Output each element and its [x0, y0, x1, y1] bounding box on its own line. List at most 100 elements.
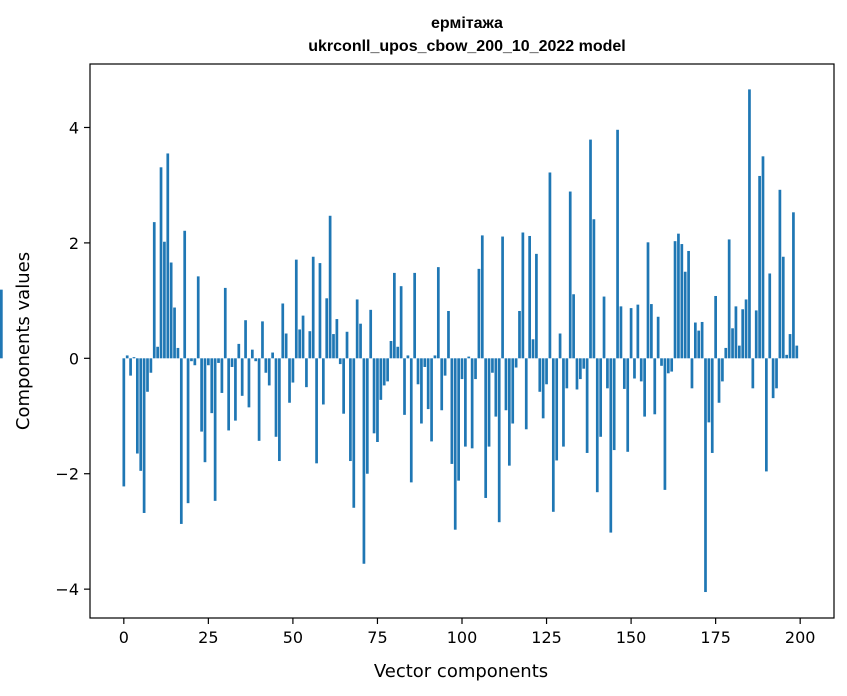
- bar: [737, 345, 741, 359]
- bar: [0, 289, 3, 359]
- bar: [690, 358, 694, 389]
- bar: [409, 358, 413, 483]
- bar: [264, 358, 268, 373]
- bar: [376, 358, 379, 442]
- bar: [683, 271, 687, 359]
- bar: [223, 287, 227, 359]
- bar: [528, 235, 531, 359]
- bar: [416, 358, 420, 385]
- bar: [315, 358, 318, 464]
- bar: [426, 358, 430, 410]
- bar: [582, 358, 586, 369]
- bar: [460, 358, 464, 380]
- bar: [156, 346, 159, 359]
- bar: [308, 331, 312, 359]
- bar: [643, 358, 646, 417]
- bar: [163, 241, 166, 359]
- bar: [186, 358, 190, 504]
- bar: [670, 358, 674, 372]
- bar: [633, 358, 636, 379]
- bar: [680, 244, 684, 359]
- bar: [250, 349, 254, 359]
- bar: [423, 358, 427, 367]
- bar: [616, 129, 619, 359]
- bar: [203, 358, 207, 463]
- bar: [535, 253, 538, 359]
- bar: [122, 358, 126, 487]
- bar: [321, 358, 325, 405]
- bar: [240, 358, 244, 396]
- bar: [396, 346, 400, 359]
- bar: [595, 358, 599, 493]
- bar: [403, 358, 406, 415]
- bar: [771, 358, 775, 399]
- bar: [511, 358, 515, 424]
- bar: [568, 191, 572, 359]
- bar: [619, 306, 623, 359]
- bar: [139, 358, 143, 471]
- chart-subtitle: ukrconll_upos_cbow_200_10_2022 model: [308, 38, 625, 55]
- bar: [704, 358, 707, 593]
- bar: [660, 358, 663, 366]
- bar: [267, 358, 271, 386]
- bar: [606, 358, 609, 389]
- bar: [785, 354, 789, 359]
- bar: [365, 358, 369, 474]
- bar: [227, 358, 231, 431]
- bar: [328, 215, 332, 359]
- x-tick-label: 25: [198, 628, 218, 647]
- bar: [193, 358, 197, 366]
- bar: [284, 333, 288, 359]
- bar: [650, 304, 653, 359]
- bar: [311, 256, 315, 359]
- bar: [531, 339, 535, 359]
- x-tick-label: 125: [531, 628, 562, 647]
- bar: [521, 232, 525, 359]
- bar: [464, 358, 467, 447]
- y-tick-label: 0: [69, 349, 79, 368]
- bar: [362, 358, 366, 564]
- bar: [379, 358, 383, 400]
- bar: [440, 358, 444, 411]
- bar: [129, 358, 132, 376]
- bar: [443, 358, 447, 376]
- bar: [710, 358, 714, 453]
- bar: [477, 268, 481, 359]
- bar: [149, 358, 153, 373]
- bar: [524, 358, 528, 430]
- bar: [677, 233, 680, 359]
- y-tick-label: 2: [69, 234, 79, 253]
- bar: [707, 358, 711, 423]
- bar: [420, 358, 423, 424]
- bar: [338, 358, 342, 365]
- bar: [609, 358, 613, 533]
- bar: [213, 358, 217, 501]
- bar: [700, 321, 704, 359]
- bar: [518, 310, 521, 359]
- bar: [558, 333, 562, 359]
- y-axis: −4 −2 0 2 4: [55, 118, 90, 599]
- bar: [768, 273, 772, 359]
- bar: [230, 358, 234, 367]
- plot-frame: [89, 63, 835, 619]
- bar: [125, 355, 129, 359]
- bar: [538, 358, 542, 392]
- x-tick-label: 50: [283, 628, 303, 647]
- bar: [579, 358, 582, 380]
- bar: [656, 316, 660, 359]
- bar: [288, 358, 291, 403]
- bar: [741, 309, 745, 359]
- bar: [497, 358, 501, 523]
- bar: [562, 358, 565, 447]
- bar: [484, 358, 488, 498]
- bar: [345, 331, 349, 359]
- bar: [294, 259, 298, 359]
- bar: [301, 315, 305, 359]
- bar: [217, 358, 220, 363]
- bar: [433, 355, 437, 359]
- bar: [470, 358, 474, 449]
- bar: [758, 175, 761, 359]
- bar: [775, 358, 778, 389]
- bar: [152, 222, 156, 359]
- bar: [666, 358, 670, 374]
